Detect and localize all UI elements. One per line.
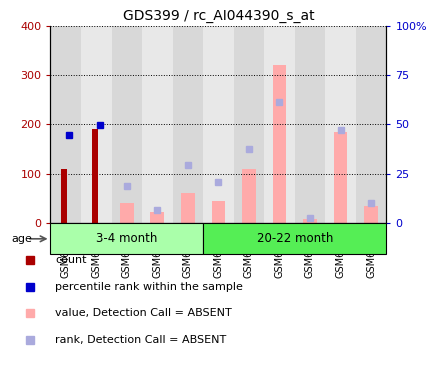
Bar	[150, 212, 164, 223]
Text: value, Detection Call = ABSENT: value, Detection Call = ABSENT	[55, 308, 232, 318]
Bar	[61, 169, 67, 223]
Bar	[325, 26, 355, 223]
Text: percentile rank within the sample: percentile rank within the sample	[55, 281, 243, 291]
Bar	[50, 26, 81, 223]
Text: age: age	[11, 234, 32, 244]
Bar	[264, 26, 294, 223]
Bar	[111, 26, 142, 223]
Bar	[81, 26, 111, 223]
Bar	[294, 26, 325, 223]
Title: GDS399 / rc_AI044390_s_at: GDS399 / rc_AI044390_s_at	[122, 9, 314, 23]
Bar	[333, 132, 346, 223]
Bar	[233, 26, 264, 223]
Text: rank, Detection Call = ABSENT: rank, Detection Call = ABSENT	[55, 335, 226, 345]
Bar	[355, 26, 385, 223]
Bar	[211, 201, 225, 223]
Text: count: count	[55, 255, 87, 265]
Bar	[203, 26, 233, 223]
Bar	[203, 223, 385, 254]
Bar	[120, 203, 134, 223]
Bar	[142, 26, 172, 223]
Bar	[92, 130, 97, 223]
Bar	[50, 223, 203, 254]
Bar	[272, 65, 286, 223]
Text: 20-22 month: 20-22 month	[256, 232, 332, 245]
Bar	[180, 193, 194, 223]
Bar	[172, 26, 203, 223]
Bar	[302, 219, 316, 223]
Bar	[241, 169, 255, 223]
Bar	[364, 206, 377, 223]
Text: 3-4 month: 3-4 month	[96, 232, 157, 245]
